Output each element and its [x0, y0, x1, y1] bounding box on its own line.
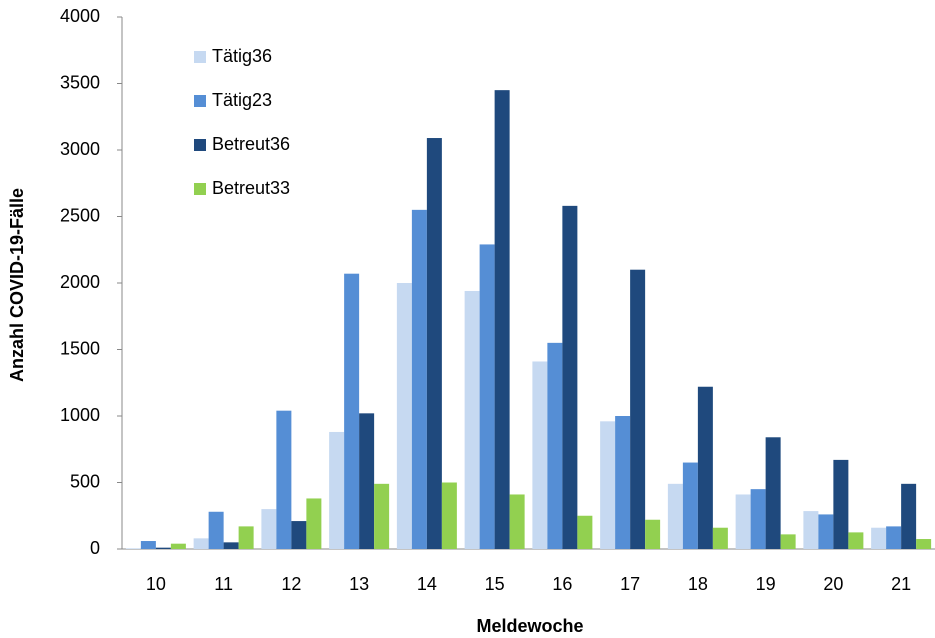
legend-swatch — [194, 183, 206, 195]
x-tick-label: 15 — [485, 574, 505, 594]
bar — [155, 547, 171, 549]
bar — [426, 138, 442, 549]
bar — [193, 538, 209, 549]
x-tick-label: 18 — [688, 574, 708, 594]
x-tick-label: 17 — [620, 574, 640, 594]
bar — [886, 526, 902, 549]
x-tick-label: 11 — [214, 574, 233, 594]
bar — [780, 534, 796, 549]
y-tick-label: 3000 — [60, 139, 100, 159]
y-tick-label: 3500 — [60, 72, 100, 92]
x-tick-label: 19 — [756, 574, 776, 594]
legend-label: Betreut33 — [212, 178, 290, 198]
bar — [344, 273, 360, 549]
bar — [374, 483, 390, 549]
bar — [125, 548, 141, 549]
legend-label: Betreut36 — [212, 134, 290, 154]
x-tick-label: 10 — [146, 574, 166, 594]
bar — [682, 462, 698, 549]
bar — [765, 437, 781, 549]
x-tick-label: 14 — [417, 574, 437, 594]
legend-swatch — [194, 51, 206, 63]
bar — [509, 494, 525, 549]
legend-label: Tätig36 — [212, 46, 272, 66]
x-axis-title: Meldewoche — [476, 616, 583, 636]
bar — [532, 361, 548, 549]
y-tick-label: 2500 — [60, 205, 100, 225]
x-tick-label: 16 — [552, 574, 572, 594]
bar — [359, 413, 375, 549]
bar — [630, 269, 646, 549]
bar — [170, 543, 186, 549]
x-tick-label: 12 — [281, 574, 301, 594]
bar — [600, 421, 616, 549]
bar — [712, 527, 728, 549]
bar — [441, 482, 457, 549]
bar — [750, 489, 766, 549]
bar — [329, 431, 345, 549]
bar — [916, 539, 932, 549]
y-tick-label: 1000 — [60, 405, 100, 425]
bar — [140, 541, 156, 549]
bar — [848, 532, 864, 549]
bar — [208, 511, 224, 549]
bar — [276, 410, 292, 549]
bar — [577, 515, 593, 549]
bar — [396, 283, 412, 549]
bar — [306, 498, 322, 549]
bar — [291, 521, 307, 549]
bar — [494, 90, 510, 550]
bar — [735, 494, 751, 549]
bar — [615, 416, 631, 549]
bar — [645, 519, 661, 549]
legend-swatch — [194, 139, 206, 151]
bar — [261, 509, 277, 549]
bar — [667, 483, 683, 549]
bar — [238, 526, 254, 549]
bar — [697, 386, 713, 549]
bar — [464, 290, 480, 549]
x-tick-label: 13 — [349, 574, 369, 594]
bar — [562, 205, 578, 550]
bar — [479, 244, 495, 549]
y-tick-label: 0 — [90, 538, 100, 558]
y-tick-label: 2000 — [60, 272, 100, 292]
bar — [411, 209, 427, 549]
bar — [901, 483, 917, 549]
y-tick-label: 1500 — [60, 338, 100, 358]
x-tick-label: 20 — [823, 574, 843, 594]
bar — [803, 511, 819, 549]
x-tick-label: 21 — [891, 574, 911, 594]
bar — [833, 459, 849, 549]
y-tick-label: 4000 — [60, 6, 100, 26]
bar — [818, 514, 834, 549]
bar — [547, 342, 563, 549]
bar — [223, 542, 239, 549]
y-tick-label: 500 — [70, 471, 100, 491]
y-axis-title: Anzahl COVID-19-Fälle — [7, 188, 27, 382]
bar — [871, 527, 887, 549]
legend-label: Tätig23 — [212, 90, 272, 110]
legend-swatch — [194, 95, 206, 107]
